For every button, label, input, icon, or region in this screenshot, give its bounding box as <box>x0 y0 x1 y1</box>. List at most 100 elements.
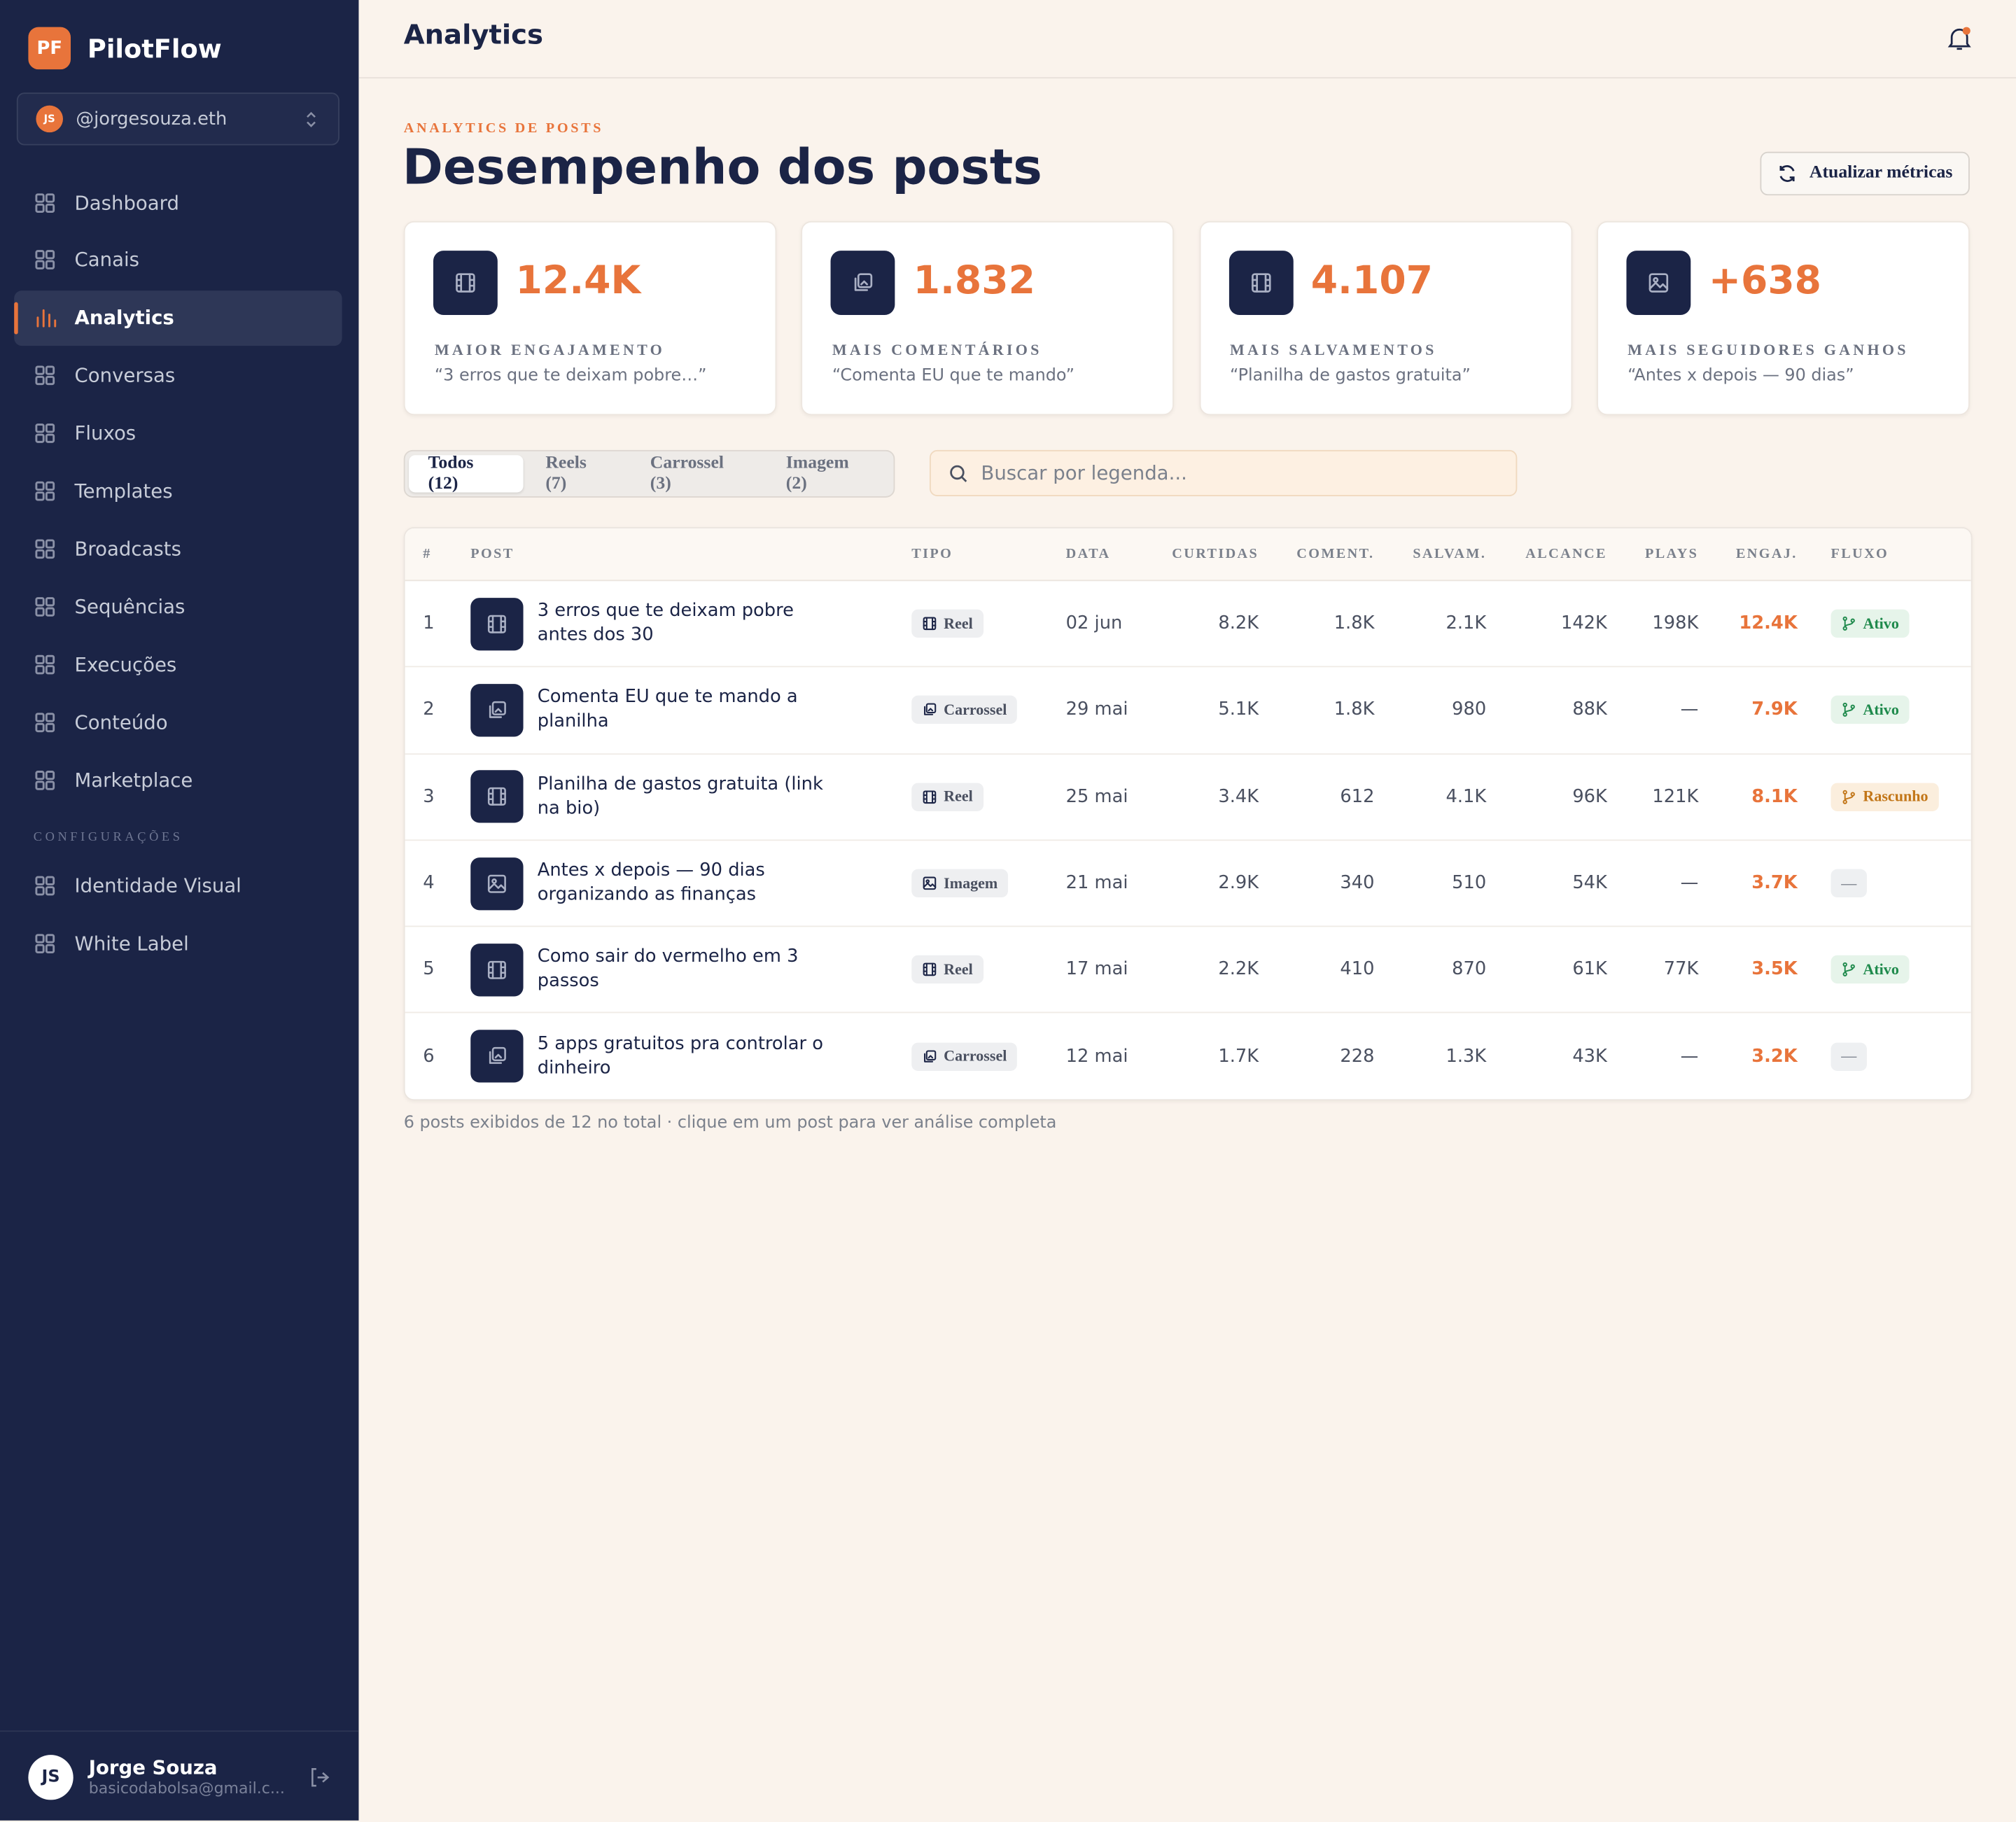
table-row[interactable]: 3 Planilha de gastos gratuita (link na bi… <box>405 754 1971 841</box>
reel-icon <box>487 960 506 979</box>
nav-icon <box>35 934 55 954</box>
nav-item[interactable]: Conteúdo <box>14 694 342 750</box>
nav-icon <box>35 875 55 895</box>
stat-card: 12.4K MAIOR ENGAJAMENTO “3 erros que te de… <box>403 220 777 416</box>
row-number: 1 <box>423 613 435 634</box>
type-cell: Carrossel <box>911 1042 1065 1071</box>
metric-plays: — <box>1680 699 1699 721</box>
flow-icon <box>1842 790 1855 804</box>
carousel-icon <box>924 1052 934 1063</box>
notification-bell[interactable] <box>1945 24 1973 52</box>
row-number: 5 <box>423 959 435 981</box>
brand-logo: PF <box>28 27 71 70</box>
metric-comments: 410 <box>1340 959 1375 981</box>
nav-icon <box>45 885 55 895</box>
nav-icon <box>35 770 45 780</box>
table-row[interactable]: 2 Comenta EU que te mando a planilha Carro… <box>405 668 1971 755</box>
metric-engagement: 3.2K <box>1751 1046 1798 1067</box>
nav-item[interactable]: Templates <box>14 463 342 519</box>
nav-icon <box>45 944 55 954</box>
nav-item[interactable]: White Label <box>14 916 342 972</box>
nav-item[interactable]: Broadcasts <box>14 521 342 577</box>
nav-label: Marketplace <box>74 768 193 792</box>
metric-reach: 61K <box>1572 959 1607 981</box>
nav-icon <box>35 423 55 443</box>
table-row[interactable]: 5 Como sair do vermelho em 3 passos Reel 17… <box>405 927 1971 1014</box>
column-header: PLAYS <box>1644 546 1699 562</box>
posts-table: # POST TIPO DATA CURTIDAS COMENT. SALVAM. ALCAN… <box>403 527 1973 1100</box>
nav-label: Conversas <box>74 364 176 388</box>
reel-icon <box>923 790 937 804</box>
table-row[interactable]: 6 5 apps gratuitos pra controlar o dinhei… <box>405 1014 1971 1099</box>
flow-icon <box>1842 703 1855 717</box>
nav-icon <box>35 607 45 617</box>
filter-tab[interactable]: Carrossel (3) <box>650 453 724 493</box>
table-row[interactable]: 4 Antes x depois — 90 dias organizando as… <box>405 841 1971 927</box>
nav-icon <box>45 934 55 944</box>
nav-item[interactable]: Sequências <box>14 579 342 634</box>
search-icon <box>950 464 967 482</box>
reel-icon <box>487 787 506 806</box>
type-label: Reel <box>944 614 973 633</box>
nav-icon <box>45 192 55 202</box>
chevron-icon <box>307 111 316 127</box>
type-label: Carrossel <box>944 1046 1007 1065</box>
nav-icon <box>45 481 55 491</box>
account-switcher[interactable]: JS @jorgesouza.eth <box>16 92 340 146</box>
filter-tab[interactable]: Todos (12) <box>409 453 524 493</box>
carousel-icon <box>494 1053 503 1059</box>
stat-card: 1.832 MAIS COMENTÁRIOS “Comenta EU que te … <box>801 220 1175 416</box>
nav-icon <box>45 654 55 664</box>
reel-icon <box>923 617 937 631</box>
filter-tab[interactable]: Imagem (2) <box>785 453 849 493</box>
page-eyebrow: ANALYTICS DE POSTS <box>403 120 604 136</box>
reel-icon <box>923 790 937 804</box>
nav-item[interactable]: Identidade Visual <box>14 857 342 913</box>
nav-item[interactable]: Analytics <box>14 290 342 346</box>
image-icon <box>1648 273 1668 293</box>
stat-value: 1.832 <box>913 258 1035 304</box>
nav-icon <box>45 202 55 213</box>
nav-icon <box>35 202 45 213</box>
image-icon <box>487 882 506 890</box>
nav-item[interactable]: Dashboard <box>14 175 342 230</box>
flow-cell: — <box>1798 869 1971 898</box>
nav-item[interactable]: Fluxos <box>14 406 342 461</box>
nav-item[interactable]: Marketplace <box>14 752 342 807</box>
nav-label: Dashboard <box>74 190 180 214</box>
image-icon <box>923 876 937 890</box>
nav-icon <box>35 365 55 386</box>
nav-item[interactable]: Conversas <box>14 348 342 403</box>
post-date: 21 mai <box>1065 873 1128 894</box>
stat-label: MAIS COMENTÁRIOS <box>832 340 1042 359</box>
logout-icon[interactable] <box>309 1767 330 1788</box>
nav-icon <box>45 423 55 433</box>
nav-item[interactable]: Execuções <box>14 637 342 692</box>
column-header: POST <box>470 546 514 562</box>
stat-value: 12.4K <box>515 258 641 304</box>
nav-icon <box>35 780 45 790</box>
reel-icon <box>456 273 475 293</box>
reel-icon <box>487 615 506 633</box>
table-row[interactable]: 1 3 erros que te deixam pobre antes dos 3… <box>405 581 1971 668</box>
flow-badge: Rascunho <box>1830 783 1939 811</box>
nav-item[interactable]: Canais <box>14 232 342 288</box>
nav-icon <box>45 722 55 732</box>
search-box[interactable]: Buscar por legenda... <box>929 449 1518 496</box>
nav-icon <box>35 944 45 954</box>
filter-tab[interactable]: Reels (7) <box>545 453 587 493</box>
nav-icon <box>35 770 55 790</box>
refresh-button[interactable]: Atualizar métricas <box>1760 151 1970 196</box>
reel-icon <box>923 963 937 976</box>
post-title: Planilha de gastos gratuita (link na bio… <box>537 773 823 819</box>
user-email: basicodabolsa@gmail.c... <box>88 1779 285 1798</box>
nav-icon <box>35 770 55 790</box>
metric-likes: 8.2K <box>1218 613 1259 634</box>
header-title: Analytics <box>403 19 543 50</box>
column-header: COMENT. <box>1296 546 1375 562</box>
metric-plays: — <box>1680 1046 1699 1067</box>
nav-icon <box>35 192 55 213</box>
nav-icon <box>45 433 55 443</box>
brand: PF PilotFlow <box>28 27 222 70</box>
